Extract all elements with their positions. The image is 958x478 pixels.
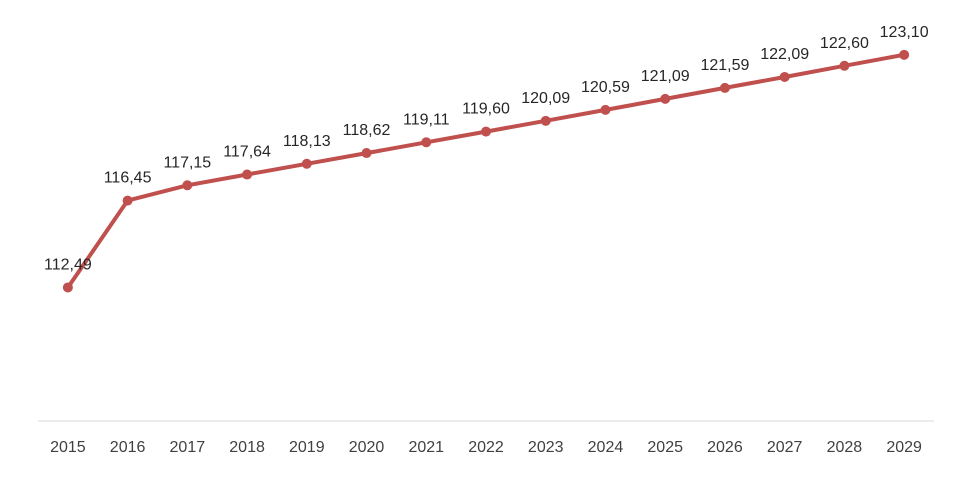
x-tick-label-2026: 2026 — [707, 439, 743, 456]
x-axis-tick-labels: 2015 2016 2017 2018 2019 2020 2021 2022 2023 2024… — [50, 439, 922, 456]
data-label-2027: 122,09 — [760, 46, 809, 63]
x-tick-label-2022: 2022 — [468, 439, 504, 456]
data-label-2024: 120,59 — [581, 79, 630, 96]
data-label-2026: 121,59 — [700, 57, 749, 74]
x-tick-label-2015: 2015 — [50, 439, 86, 456]
x-tick-label-2028: 2028 — [827, 439, 863, 456]
data-label-2029: 123,10 — [880, 24, 929, 41]
data-label-2021: 119,11 — [403, 111, 450, 128]
data-point-2018 — [242, 169, 253, 180]
data-point-2020 — [361, 148, 372, 159]
data-point-2024 — [600, 104, 611, 115]
x-tick-label-2020: 2020 — [349, 439, 385, 456]
data-label-2023: 120,09 — [521, 90, 570, 107]
x-tick-label-2025: 2025 — [647, 439, 683, 456]
data-point-2022 — [481, 126, 491, 137]
data-label-2016: 116,45 — [104, 170, 152, 187]
x-tick-label-2027: 2027 — [767, 439, 803, 456]
data-label-2019: 118,13 — [283, 133, 331, 150]
x-tick-label-2029: 2029 — [886, 439, 922, 456]
series-markers — [62, 49, 910, 293]
data-point-2015 — [62, 282, 73, 293]
x-tick-label-2021: 2021 — [408, 439, 444, 456]
data-point-2026 — [719, 82, 730, 93]
data-point-2025 — [660, 93, 671, 104]
data-label-2018: 117,64 — [223, 144, 271, 161]
x-tick-label-2016: 2016 — [110, 439, 146, 456]
data-label-2022: 119,60 — [462, 101, 510, 118]
data-point-2019 — [301, 158, 312, 169]
data-point-2017 — [182, 180, 193, 191]
x-tick-label-2023: 2023 — [528, 439, 564, 456]
x-tick-label-2019: 2019 — [289, 439, 325, 456]
data-label-2017: 117,15 — [163, 154, 211, 171]
x-tick-label-2017: 2017 — [170, 439, 206, 456]
data-label-2025: 121,09 — [641, 68, 690, 85]
data-labels: 112,49 116,45 117,15 117,64 118,13 118,62 119,… — [44, 24, 929, 274]
data-point-2023 — [540, 115, 551, 126]
data-point-2016 — [122, 195, 133, 206]
data-point-2029 — [899, 49, 910, 60]
x-tick-label-2018: 2018 — [229, 439, 265, 456]
x-tick-label-2024: 2024 — [588, 439, 624, 456]
data-point-2021 — [421, 137, 432, 148]
data-point-2027 — [779, 71, 790, 82]
data-point-2028 — [839, 60, 850, 71]
data-label-2015: 112,49 — [44, 256, 92, 273]
data-label-2020: 118,62 — [343, 122, 391, 139]
data-label-2028: 122,60 — [820, 35, 869, 52]
